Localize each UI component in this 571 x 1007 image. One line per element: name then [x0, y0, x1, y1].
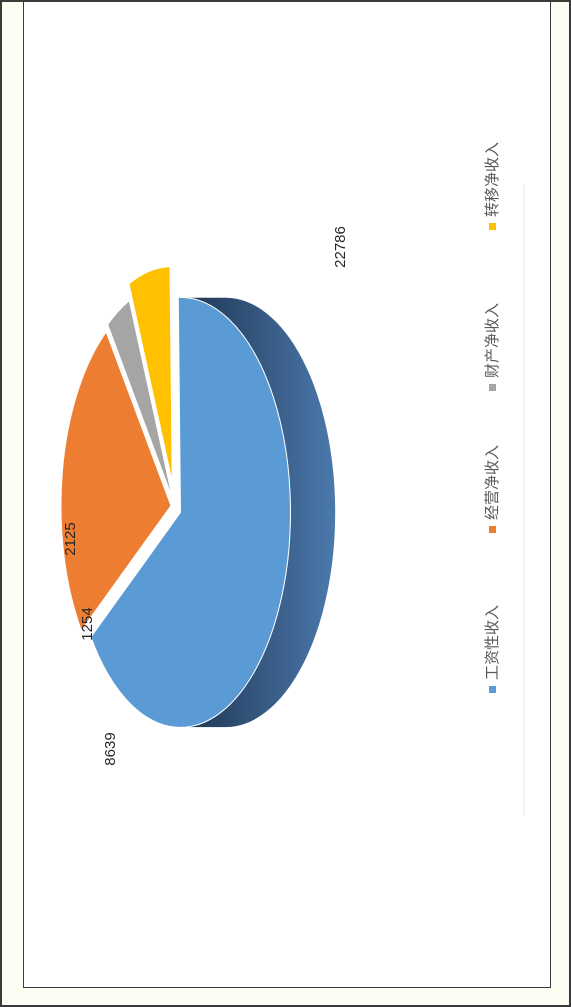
chart-content: 22786 8639 1254 2125 工资性收入 经营净收入 财产净收入 转移净收入 — [60, 142, 501, 766]
legend-label-3: 转移净收入 — [483, 142, 501, 217]
legend-marker-3 — [489, 223, 496, 230]
legend-label-2: 财产净收入 — [483, 303, 501, 378]
data-label-1: 8639 — [102, 732, 119, 765]
legend-label-0: 工资性收入 — [483, 605, 501, 680]
pie-slice-1 — [60, 330, 172, 632]
legend-label-1: 经营净收入 — [483, 445, 501, 520]
data-label-3: 2125 — [62, 522, 79, 555]
legend-marker-0 — [489, 686, 496, 693]
pie-slice-2 — [107, 299, 173, 499]
pie-slice-3 — [128, 266, 173, 482]
data-label-2: 1254 — [79, 607, 96, 640]
legend-marker-1 — [489, 526, 496, 533]
data-label-0: 22786 — [332, 226, 349, 268]
pie-slice-0 — [90, 296, 291, 728]
legend-marker-2 — [489, 384, 496, 391]
